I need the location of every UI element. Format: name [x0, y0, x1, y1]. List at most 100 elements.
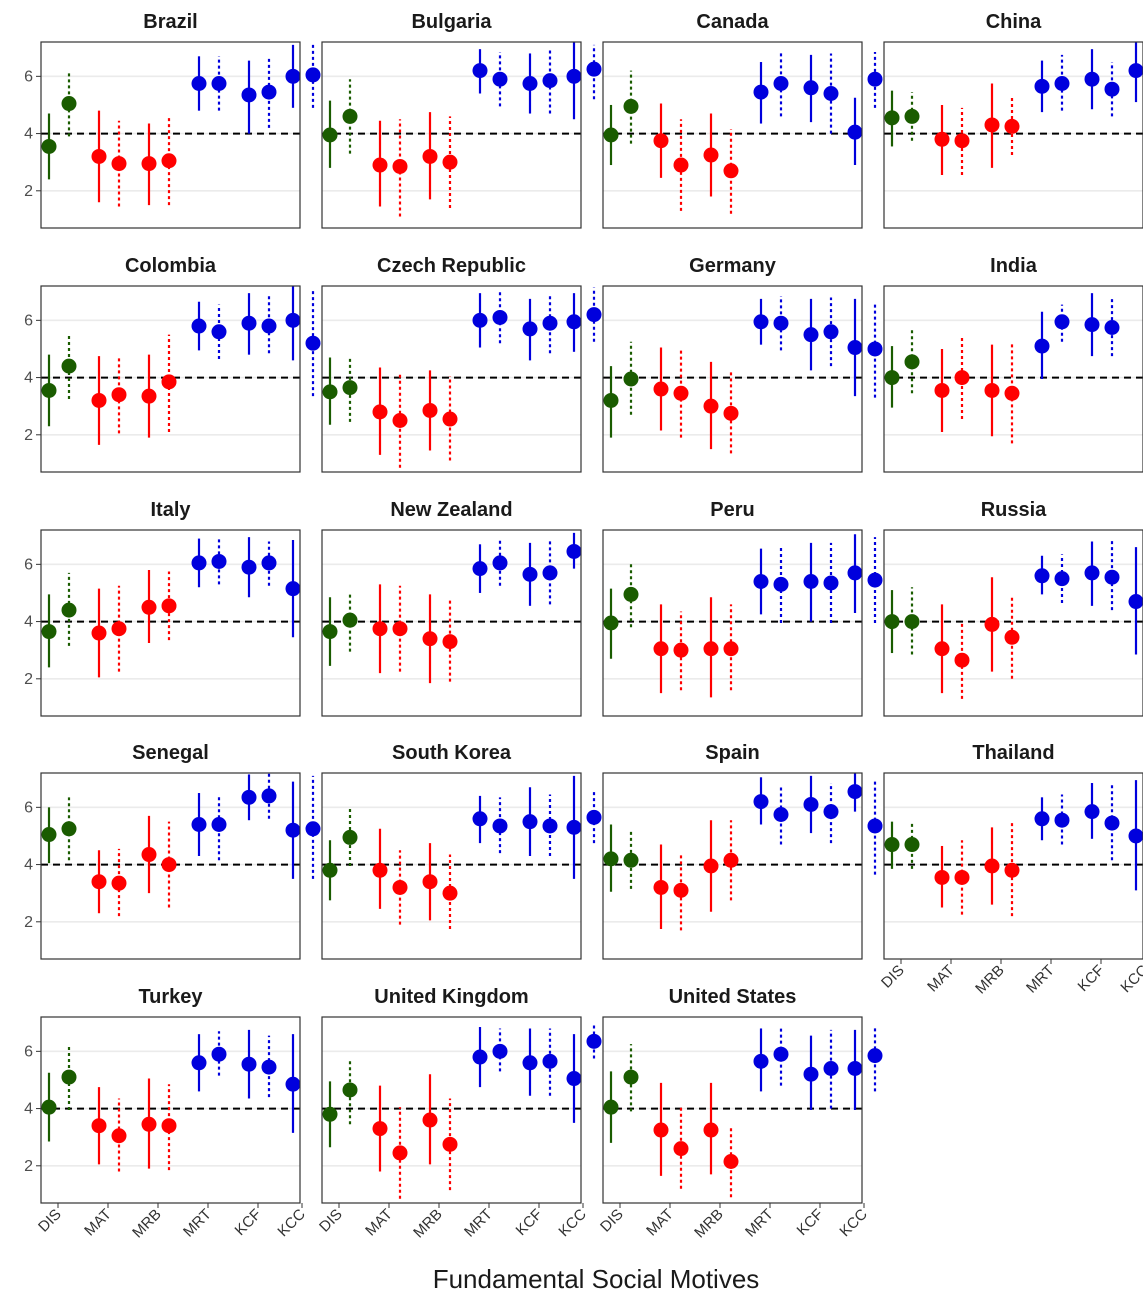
panel-border — [40, 772, 301, 960]
facet-panel: Thailand — [883, 742, 1143, 960]
facet-panel: Italy 2 4 6 — [24, 499, 301, 717]
point-solid-dis — [603, 392, 619, 408]
point-dotted-mrt — [1054, 75, 1070, 91]
point-dotted-mat — [673, 642, 689, 658]
point-solid-mrb — [703, 398, 719, 414]
point-solid-dis — [322, 127, 338, 143]
point-solid-kcc — [1128, 828, 1143, 844]
panel-border — [602, 529, 863, 717]
point-solid-mat — [653, 133, 669, 149]
point-dotted-dis — [61, 358, 77, 374]
point-dotted-kcc — [867, 71, 883, 87]
point-solid-kcf — [803, 1066, 819, 1082]
point-dotted-mrb — [442, 1136, 458, 1152]
point-dotted-kcc — [586, 1033, 602, 1049]
point-dotted-mrt — [211, 553, 227, 569]
panel-background — [41, 42, 300, 228]
point-dotted-kcf — [261, 555, 277, 571]
y-tick-label: 4 — [24, 1101, 33, 1118]
panel-border — [883, 41, 1143, 229]
point-dotted-mrt — [1054, 571, 1070, 587]
point-dotted-mat — [954, 133, 970, 149]
point-dotted-mat — [392, 621, 408, 637]
point-solid-mat — [91, 1118, 107, 1134]
point-solid-mrt — [472, 63, 488, 79]
point-solid-kcf — [1084, 317, 1100, 333]
point-solid-dis — [322, 862, 338, 878]
point-solid-kcf — [803, 574, 819, 590]
point-dotted-mrb — [723, 163, 739, 179]
point-solid-mrb — [984, 858, 1000, 874]
point-solid-mrt — [753, 794, 769, 810]
point-dotted-mat — [954, 869, 970, 885]
y-tick-label: 2 — [24, 427, 33, 444]
point-dotted-mrb — [723, 641, 739, 657]
point-solid-mrb — [703, 858, 719, 874]
point-solid-kcf — [1084, 71, 1100, 87]
point-dotted-mat — [111, 387, 127, 403]
point-dotted-mrb — [161, 374, 177, 390]
y-tick-label: 6 — [24, 556, 33, 573]
panel-background — [884, 530, 1143, 716]
point-dotted-kcf — [261, 318, 277, 334]
point-solid-kcc — [285, 1076, 301, 1092]
panel-title: Thailand — [972, 742, 1054, 764]
x-tick-label: MRT — [742, 1206, 777, 1241]
y-tick-label: 2 — [24, 914, 33, 931]
x-tick-label: KCF — [1075, 962, 1108, 995]
point-dotted-mrt — [492, 1043, 508, 1059]
point-solid-mat — [372, 404, 388, 420]
point-dotted-dis — [904, 354, 920, 370]
y-tick-label: 4 — [24, 857, 33, 874]
point-solid-kcf — [522, 1055, 538, 1071]
y-tick-label: 6 — [24, 799, 33, 816]
point-solid-kcf — [1084, 804, 1100, 820]
panel-background — [603, 1017, 862, 1203]
x-tick-label: MAT — [924, 962, 958, 996]
x-tick-label: DIS — [35, 1206, 65, 1236]
point-dotted-mat — [111, 875, 127, 891]
point-dotted-mrb — [723, 852, 739, 868]
point-solid-kcc — [847, 565, 863, 581]
point-dotted-kcc — [305, 335, 321, 351]
facet-panel: Bulgaria — [321, 11, 602, 229]
point-dotted-mat — [673, 385, 689, 401]
panel-border — [602, 772, 863, 960]
point-dotted-mrb — [161, 598, 177, 614]
point-solid-mrt — [472, 811, 488, 827]
point-solid-mrb — [703, 147, 719, 163]
point-solid-mat — [91, 148, 107, 164]
point-solid-kcc — [847, 124, 863, 140]
panel-title: New Zealand — [390, 499, 512, 521]
point-dotted-kcf — [542, 73, 558, 89]
point-solid-dis — [884, 837, 900, 853]
point-dotted-mrt — [211, 817, 227, 833]
point-dotted-mrt — [492, 555, 508, 571]
point-dotted-mrb — [442, 154, 458, 170]
point-solid-kcc — [847, 784, 863, 800]
point-dotted-mat — [111, 156, 127, 172]
point-dotted-dis — [342, 612, 358, 628]
point-dotted-kcc — [867, 818, 883, 834]
point-solid-kcf — [1084, 565, 1100, 581]
y-tick-label: 2 — [24, 671, 33, 688]
point-dotted-mat — [392, 412, 408, 428]
panel-border — [602, 1016, 863, 1204]
facet-panel: United Kingdom — [321, 986, 602, 1204]
point-dotted-mrt — [211, 75, 227, 91]
point-solid-dis — [322, 624, 338, 640]
panel-border — [602, 285, 863, 473]
point-dotted-kcf — [1104, 815, 1120, 831]
point-solid-kcf — [803, 796, 819, 812]
point-dotted-mrt — [211, 324, 227, 340]
point-dotted-mat — [111, 1128, 127, 1144]
point-solid-kcc — [847, 1061, 863, 1077]
x-tick-label: MAT — [362, 1206, 396, 1240]
panel-title: Germany — [689, 255, 777, 277]
point-dotted-mrt — [773, 1046, 789, 1062]
point-solid-dis — [603, 615, 619, 631]
point-dotted-dis — [61, 96, 77, 112]
facet-panel: Colombia 2 4 6 — [24, 255, 321, 473]
panel-title: South Korea — [392, 742, 512, 764]
y-tick-label: 6 — [24, 1043, 33, 1060]
